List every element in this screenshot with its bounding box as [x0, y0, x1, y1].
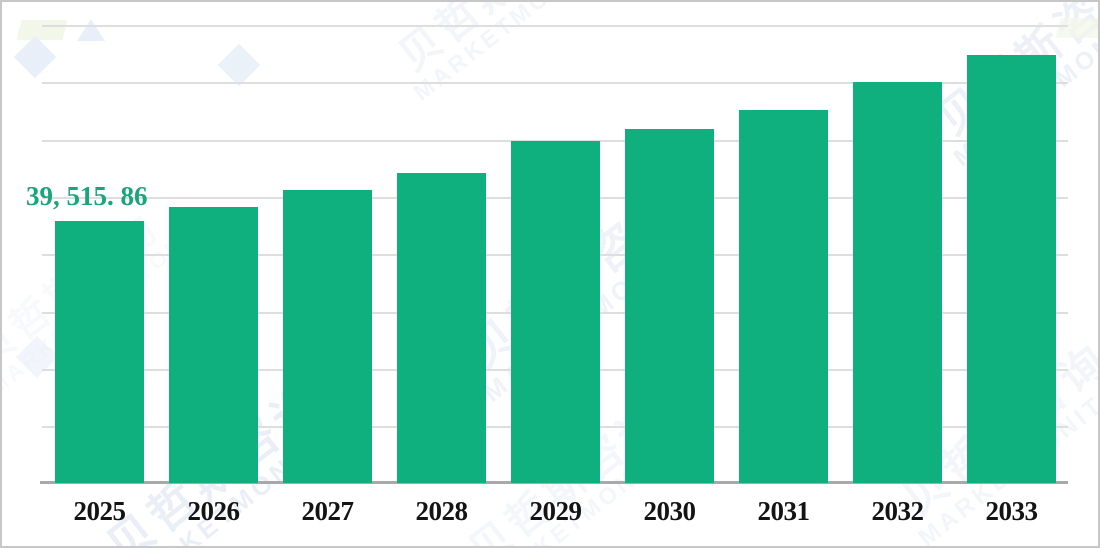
- first-bar-value-label: 39, 515. 86: [26, 181, 148, 211]
- x-tick-label-2030: 2030: [643, 496, 697, 526]
- x-tick-label-2026: 2026: [187, 496, 241, 526]
- bar-2031: [739, 110, 828, 483]
- bar-2033: [967, 55, 1056, 483]
- bar-2027: [283, 190, 372, 483]
- bar-2032: [853, 82, 942, 483]
- bar-2026: [169, 207, 258, 483]
- x-tick-label-2025: 2025: [73, 496, 127, 526]
- bar-2028: [397, 173, 486, 483]
- bar-2025: [55, 221, 144, 483]
- gridline: [42, 25, 1068, 27]
- x-tick-label-2031: 2031: [757, 496, 811, 526]
- x-tick-label-2032: 2032: [871, 496, 925, 526]
- x-tick-label-2033: 2033: [985, 496, 1039, 526]
- x-tick-label-2029: 2029: [529, 496, 583, 526]
- bar-2030: [625, 129, 714, 483]
- gridline: [42, 82, 1068, 84]
- x-tick-label-2027: 2027: [301, 496, 355, 526]
- bar-2029: [511, 141, 600, 483]
- x-tick-label-2028: 2028: [415, 496, 469, 526]
